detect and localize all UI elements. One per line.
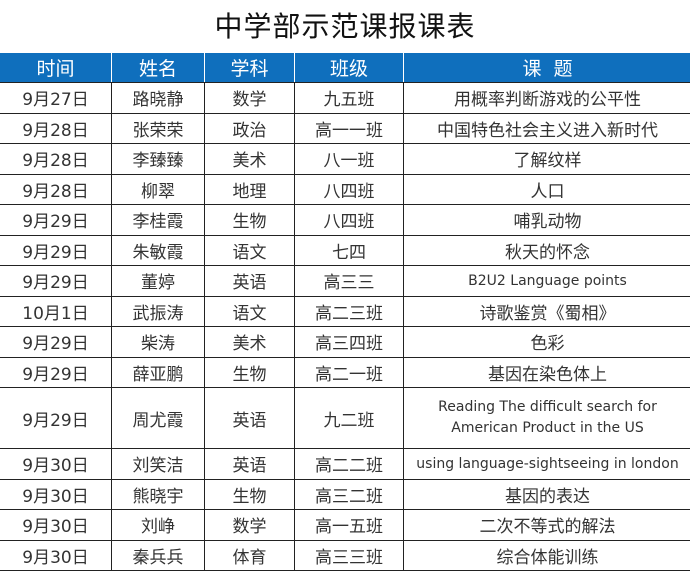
subject-cell: 政治 xyxy=(204,112,295,144)
page-title: 中学部示范课报课表 xyxy=(214,10,476,43)
subject-cell: 语文 xyxy=(204,234,295,266)
subject-cell: 生物 xyxy=(204,478,295,510)
teacher-cell: 路晓静 xyxy=(111,82,205,114)
table-row: 9月30日 刘笑洁 英语 高二二班 using language-sightseeing… xyxy=(0,448,690,480)
time-cell: 9月29日 xyxy=(0,265,112,297)
time-cell: 9月29日 xyxy=(0,356,112,388)
class-cell: 高二二班 xyxy=(294,448,404,480)
class-cell: 高三四班 xyxy=(294,326,404,358)
subject-cell: 数学 xyxy=(204,82,295,114)
table-row: 9月29日 周尤霞 英语 九二班 Reading The difficult searc… xyxy=(0,387,690,449)
time-cell: 9月30日 xyxy=(0,509,112,541)
teacher-cell: 董婷 xyxy=(111,265,205,297)
schedule-table: 时间 姓名 学科 班级 课 题 9月27日 路晓静 数学 九五班 用概率判断游戏的公平性… xyxy=(0,52,690,571)
teacher-cell: 武振涛 xyxy=(111,295,205,327)
topic-cell: 基因的表达 xyxy=(403,478,690,510)
table-row: 9月30日 秦兵兵 体育 高三三班 综合体能训练 xyxy=(0,539,690,571)
time-cell: 9月27日 xyxy=(0,82,112,114)
column-header-name: 姓名 xyxy=(111,52,205,83)
topic-cell: 用概率判断游戏的公平性 xyxy=(403,82,690,114)
time-cell: 9月29日 xyxy=(0,204,112,236)
subject-cell: 数学 xyxy=(204,509,295,541)
class-cell: 七四 xyxy=(294,234,404,266)
teacher-cell: 周尤霞 xyxy=(111,387,205,449)
class-cell: 八四班 xyxy=(294,204,404,236)
teacher-cell: 张荣荣 xyxy=(111,112,205,144)
teacher-cell: 秦兵兵 xyxy=(111,539,205,571)
subject-cell: 语文 xyxy=(204,295,295,327)
teacher-cell: 朱敏霞 xyxy=(111,234,205,266)
table-row: 9月29日 柴涛 美术 高三四班 色彩 xyxy=(0,326,690,358)
subject-cell: 美术 xyxy=(204,326,295,358)
table-row: 9月29日 董婷 英语 高三三 B2U2 Language points xyxy=(0,265,690,297)
subject-cell: 英语 xyxy=(204,387,295,449)
teacher-cell: 柳翠 xyxy=(111,173,205,205)
topic-cell: 中国特色社会主义进入新时代 xyxy=(403,112,690,144)
table-row: 9月28日 张荣荣 政治 高一一班 中国特色社会主义进入新时代 xyxy=(0,112,690,144)
time-cell: 9月29日 xyxy=(0,326,112,358)
topic-cell: 诗歌鉴赏《蜀相》 xyxy=(403,295,690,327)
time-cell: 9月29日 xyxy=(0,387,112,449)
table-row: 10月1日 武振涛 语文 高二三班 诗歌鉴赏《蜀相》 xyxy=(0,295,690,327)
class-cell: 高三三 xyxy=(294,265,404,297)
class-cell: 八四班 xyxy=(294,173,404,205)
time-cell: 9月30日 xyxy=(0,539,112,571)
topic-cell: 色彩 xyxy=(403,326,690,358)
topic-cell: B2U2 Language points xyxy=(403,265,690,297)
table-row: 9月29日 薛亚鹏 生物 高二一班 基因在染色体上 xyxy=(0,356,690,388)
time-cell: 9月28日 xyxy=(0,143,112,175)
teacher-cell: 李桂霞 xyxy=(111,204,205,236)
teacher-cell: 李臻臻 xyxy=(111,143,205,175)
column-header-subject: 学科 xyxy=(204,52,295,83)
column-header-topic: 课 题 xyxy=(403,52,690,83)
class-cell: 八一班 xyxy=(294,143,404,175)
table-row: 9月27日 路晓静 数学 九五班 用概率判断游戏的公平性 xyxy=(0,82,690,114)
time-cell: 9月30日 xyxy=(0,478,112,510)
table-row: 9月28日 柳翠 地理 八四班 人口 xyxy=(0,173,690,205)
subject-cell: 美术 xyxy=(204,143,295,175)
subject-cell: 生物 xyxy=(204,204,295,236)
class-cell: 高一一班 xyxy=(294,112,404,144)
teacher-cell: 薛亚鹏 xyxy=(111,356,205,388)
class-cell: 九二班 xyxy=(294,387,404,449)
teacher-cell: 刘峥 xyxy=(111,509,205,541)
table-row: 9月28日 李臻臻 美术 八一班 了解纹样 xyxy=(0,143,690,175)
table-row: 9月30日 刘峥 数学 高一五班 二次不等式的解法 xyxy=(0,509,690,541)
column-header-time: 时间 xyxy=(0,52,112,83)
table-row: 9月29日 朱敏霞 语文 七四 秋天的怀念 xyxy=(0,234,690,266)
topic-cell: 秋天的怀念 xyxy=(403,234,690,266)
subject-cell: 生物 xyxy=(204,356,295,388)
topic-cell: 哺乳动物 xyxy=(403,204,690,236)
topic-cell: 综合体能训练 xyxy=(403,539,690,571)
time-cell: 9月30日 xyxy=(0,448,112,480)
topic-cell: using language-sightseeing in london xyxy=(403,448,690,480)
topic-cell: 人口 xyxy=(403,173,690,205)
table-row: 9月29日 李桂霞 生物 八四班 哺乳动物 xyxy=(0,204,690,236)
teacher-cell: 熊晓宇 xyxy=(111,478,205,510)
topic-cell: 二次不等式的解法 xyxy=(403,509,690,541)
subject-cell: 体育 xyxy=(204,539,295,571)
class-cell: 高三二班 xyxy=(294,478,404,510)
teacher-cell: 刘笑洁 xyxy=(111,448,205,480)
table-row: 9月30日 熊晓宇 生物 高三二班 基因的表达 xyxy=(0,478,690,510)
subject-cell: 地理 xyxy=(204,173,295,205)
topic-cell: 基因在染色体上 xyxy=(403,356,690,388)
class-cell: 高二一班 xyxy=(294,356,404,388)
class-cell: 九五班 xyxy=(294,82,404,114)
topic-cell: 了解纹样 xyxy=(403,143,690,175)
subject-cell: 英语 xyxy=(204,448,295,480)
column-header-class: 班级 xyxy=(294,52,404,83)
time-cell: 9月28日 xyxy=(0,112,112,144)
teacher-cell: 柴涛 xyxy=(111,326,205,358)
class-cell: 高二三班 xyxy=(294,295,404,327)
time-cell: 10月1日 xyxy=(0,295,112,327)
subject-cell: 英语 xyxy=(204,265,295,297)
time-cell: 9月29日 xyxy=(0,234,112,266)
topic-cell: Reading The difficult search for America… xyxy=(403,387,690,449)
class-cell: 高一五班 xyxy=(294,509,404,541)
header-row: 时间 姓名 学科 班级 课 题 xyxy=(0,52,690,83)
class-cell: 高三三班 xyxy=(294,539,404,571)
time-cell: 9月28日 xyxy=(0,173,112,205)
